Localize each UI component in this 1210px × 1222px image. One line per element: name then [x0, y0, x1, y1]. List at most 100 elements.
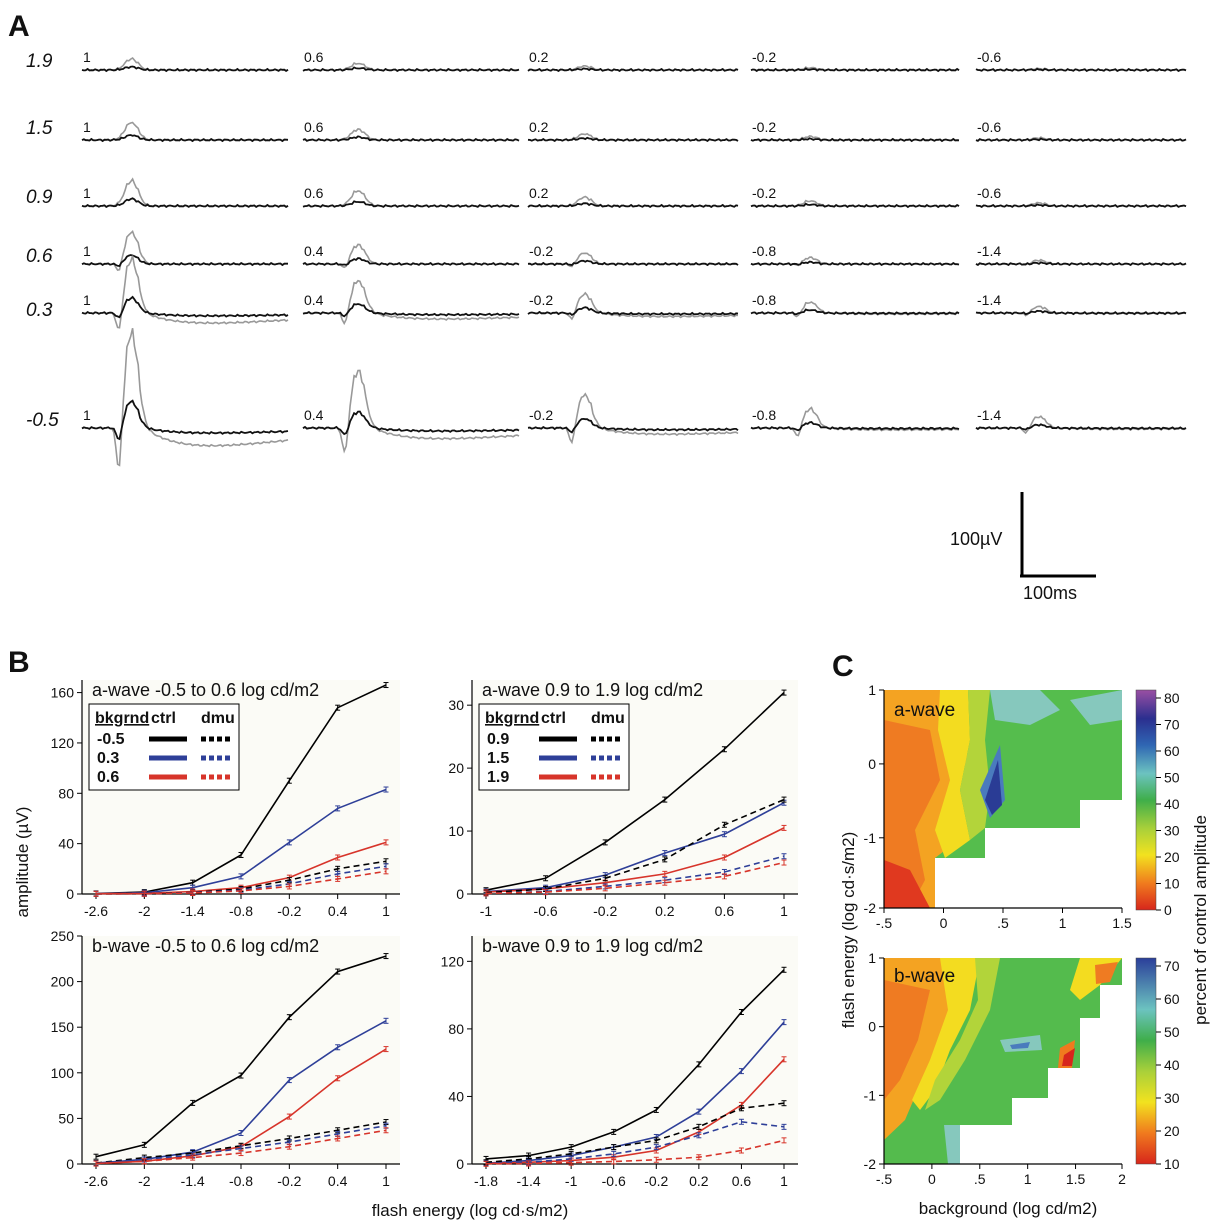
chart-title: a-wave -0.5 to 0.6 log cd/m2: [92, 680, 319, 700]
x-tick-label: 0.2: [689, 1173, 709, 1189]
trace-dmu: [975, 137, 1187, 142]
trace-dmu: [81, 134, 289, 143]
heat-x-tick-label: 0: [928, 1171, 936, 1187]
series-line: [485, 1120, 785, 1165]
trace-flash-label: -0.8: [752, 292, 776, 308]
trace-flash-label: 1: [83, 185, 91, 201]
x-tick-label: 1: [382, 1173, 390, 1189]
heat-x-tick-label: -.5: [876, 915, 893, 931]
trace-flash-label: 1: [83, 407, 91, 423]
colorbar-tick-label: 30: [1164, 823, 1180, 839]
trace-control: [302, 190, 520, 208]
x-tick-label: -2.6: [84, 903, 108, 919]
trace-dmu: [81, 254, 288, 267]
series-line: [485, 1021, 785, 1164]
x-tick-label: -1: [565, 1173, 578, 1189]
erg-trace-labels: 1 0.6 0.2 -0.2 -0.6 1 0.6 0.2 -0.2 -0.6 1 0.6 0.2 -0.…: [83, 49, 1001, 423]
trace-control: [81, 121, 289, 142]
y-tick-label: 10: [448, 823, 464, 839]
y-tick-label: 80: [58, 785, 74, 801]
x-tick-label: 0.6: [715, 903, 735, 919]
trace-dmu: [750, 308, 960, 316]
trace-dmu: [302, 410, 520, 436]
trace-dmu: [975, 67, 1187, 72]
colorbar-tick-label: 50: [1164, 1024, 1180, 1040]
series-line: [485, 1058, 785, 1165]
legend-header: dmu: [591, 710, 625, 727]
heat-y-tick-label: 1: [868, 950, 876, 966]
legend-row-label: 1.5: [487, 750, 509, 767]
trace-flash-label: -0.8: [752, 243, 776, 259]
trace-flash-label: -0.6: [977, 119, 1001, 135]
x-tick-label: -2.6: [84, 1173, 108, 1189]
trace-dmu: [975, 309, 1187, 316]
panel-c-letter: C: [832, 650, 854, 683]
series-line: [485, 969, 785, 1160]
y-tick-label: 100: [51, 1065, 75, 1081]
colorbar-tick-label: 40: [1164, 796, 1180, 812]
trace-flash-label: 1: [83, 243, 91, 259]
trace-flash-label: -0.2: [752, 185, 776, 201]
x-tick-label: -1.4: [517, 1173, 541, 1189]
colorbar-a-wave: [1135, 689, 1157, 911]
trace-dmu: [975, 423, 1187, 431]
x-tick-label: 0.4: [328, 903, 348, 919]
heat-y-tick-label: 0: [868, 1019, 876, 1035]
trace-flash-label: 1: [83, 49, 91, 65]
y-tick-label: 30: [448, 697, 464, 713]
legend-row-label: 1.9: [487, 769, 509, 786]
heatmap-title: b-wave: [894, 966, 955, 987]
legend-header: bkgrnd: [485, 710, 539, 727]
trace-dmu: [527, 136, 739, 142]
trace-dmu: [81, 197, 289, 208]
y-tick-label: 50: [58, 1110, 74, 1126]
trace-dmu: [750, 421, 960, 432]
row-label: 0.6: [26, 246, 53, 267]
x-tick-label: 1: [780, 903, 788, 919]
heat-x-tick-label: 1: [1059, 915, 1067, 931]
trace-flash-label: 0.2: [529, 185, 549, 201]
x-tick-label: -0.2: [277, 903, 301, 919]
x-tick-label: -0.6: [602, 1173, 626, 1189]
trace-control: [81, 255, 289, 329]
plot-area: [472, 936, 798, 1164]
trace-flash-label: -0.2: [529, 243, 553, 259]
trace-flash-label: 0.4: [304, 292, 324, 308]
trace-dmu: [302, 303, 520, 318]
trace-dmu: [750, 67, 960, 73]
x-tick-label: 0.4: [328, 1173, 348, 1189]
trace-flash-label: 0.6: [304, 185, 324, 201]
x-tick-label: -0.8: [229, 1173, 253, 1189]
x-tick-label: -2: [138, 1173, 151, 1189]
heat-x-tick-label: 0: [940, 915, 948, 931]
heat-y-tick-label: -1: [864, 830, 877, 846]
y-tick-label: 80: [448, 1021, 464, 1037]
heat-x-tick-label: 1.5: [1112, 915, 1132, 931]
chart-title: b-wave -0.5 to 0.6 log cd/m2: [92, 936, 319, 956]
trace-dmu: [750, 202, 960, 209]
trace-control: [750, 406, 960, 437]
colorbar-tick-label: 70: [1164, 958, 1180, 974]
colorbar-tick-label: 20: [1164, 1123, 1180, 1139]
x-tick-label: -0.2: [593, 903, 617, 919]
y-tick-label: 120: [441, 953, 465, 969]
x-tick-label: -1.8: [474, 1173, 498, 1189]
trace-flash-label: 0.4: [304, 243, 324, 259]
series-line: [485, 827, 785, 893]
trace-flash-label: 0.6: [304, 119, 324, 135]
panel-a-letter: A: [8, 10, 30, 43]
trace-control: [81, 328, 289, 467]
heat-x-tick-label: .5: [974, 1171, 986, 1187]
legend-row-label: -0.5: [97, 731, 125, 748]
row-label: 1.5: [26, 118, 53, 139]
colorbar-tick-label: 60: [1164, 991, 1180, 1007]
x-tick-label: -0.8: [229, 903, 253, 919]
heat-x-tick-label: -.5: [876, 1171, 893, 1187]
y-tick-label: 40: [448, 1088, 464, 1104]
colorbar-tick-label: 80: [1164, 690, 1180, 706]
scale-bar-amplitude: 100µV: [950, 529, 1002, 549]
row-label: 0.9: [26, 187, 53, 208]
trace-flash-label: -1.4: [977, 407, 1001, 423]
trace-dmu: [81, 399, 289, 441]
